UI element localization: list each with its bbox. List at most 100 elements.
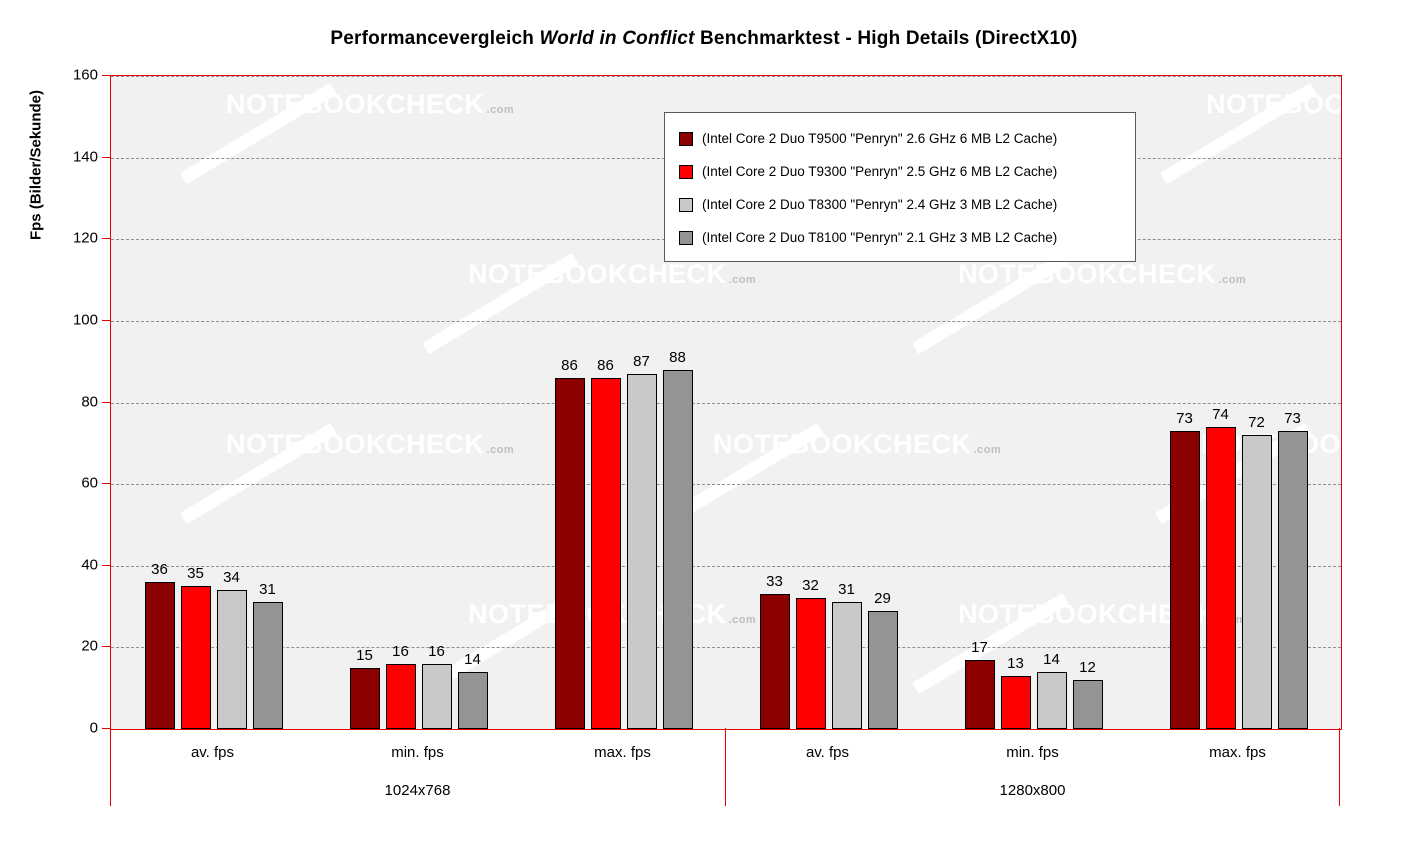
legend-label-t8300: (Intel Core 2 Duo T8300 "Penryn" 2.4 GHz…: [702, 197, 1058, 212]
watermark-text: NOTEBOOKCHECK.com: [1206, 89, 1341, 119]
y-tick-mark: [102, 646, 110, 648]
category-label: max. fps: [1209, 744, 1266, 761]
axis-separator: [725, 728, 726, 806]
bar-value-label: 14: [1043, 650, 1060, 668]
group-label: 1024x768: [384, 782, 451, 799]
legend-item: (Intel Core 2 Duo T9500 "Penryn" 2.6 GHz…: [679, 122, 1135, 155]
title-part-1: Performancevergleich: [330, 28, 540, 49]
bar: [795, 598, 826, 729]
bar-value-label: 31: [259, 581, 276, 599]
category-label: av. fps: [805, 744, 850, 761]
y-tick-label: 0: [89, 719, 98, 737]
bar-value-label: 33: [766, 573, 783, 591]
watermark-text: NOTEBOOKCHECK.com: [226, 429, 515, 459]
group-label: 1280x800: [999, 782, 1066, 799]
category-label: min. fps: [1006, 744, 1059, 761]
bar: [831, 602, 862, 729]
gridline: [111, 565, 1341, 567]
y-tick-label: 120: [72, 229, 98, 247]
bar: [1277, 431, 1308, 729]
bar: [144, 582, 175, 729]
legend-swatch-t8100: [679, 230, 693, 245]
bar: [590, 378, 621, 729]
bar-value-label: 32: [802, 577, 819, 595]
y-tick-label: 80: [81, 393, 98, 410]
watermark-text: NOTEBOOKCHECK.com: [958, 599, 1246, 630]
bar-value-label: 73: [1176, 410, 1193, 428]
y-tick-mark: [102, 238, 110, 240]
bar: [1072, 680, 1103, 729]
watermark-suffix: .com: [1218, 274, 1247, 286]
bar-value-label: 86: [597, 357, 614, 374]
legend-swatch-t9300: [679, 164, 693, 179]
legend-label-t9500: (Intel Core 2 Duo T9500 "Penryn" 2.6 GHz…: [702, 131, 1058, 146]
bar-value-label: 87: [633, 352, 650, 370]
legend-item: (Intel Core 2 Duo T9300 "Penryn" 2.5 GHz…: [679, 155, 1135, 188]
axis-separator: [110, 728, 111, 806]
y-tick-mark: [102, 483, 110, 485]
bar-value-label: 74: [1212, 405, 1229, 423]
bar-value-label: 15: [356, 646, 373, 664]
bar-value-label: 88: [669, 348, 686, 366]
category-label: max. fps: [594, 744, 651, 761]
bar-value-label: 31: [838, 581, 855, 599]
bar-value-label: 17: [971, 638, 988, 656]
bar-value-label: 29: [874, 589, 891, 607]
watermark-suffix: .com: [728, 274, 757, 286]
watermark-suffix: .com: [486, 444, 515, 456]
bar: [1036, 671, 1067, 729]
bar-value-label: 16: [428, 642, 445, 660]
axis-separator: [1339, 728, 1340, 806]
y-axis-label: Fps (Bilder/Sekunde): [27, 89, 45, 241]
legend-item: (Intel Core 2 Duo T8100 "Penryn" 2.1 GHz…: [679, 221, 1135, 254]
bar: [180, 586, 211, 729]
chart-title: Performancevergleich World in Conflict B…: [0, 28, 1408, 50]
bar-value-label: 35: [187, 565, 204, 583]
bar: [554, 378, 585, 729]
watermark-suffix: .com: [486, 104, 515, 116]
bar: [349, 667, 380, 729]
y-tick-label: 140: [72, 148, 98, 166]
watermark-text: NOTEBOOKCHECK.com: [468, 259, 757, 289]
y-tick-mark: [102, 75, 110, 76]
bar: [1205, 427, 1236, 729]
y-tick-label: 160: [72, 66, 98, 84]
bar-value-label: 86: [561, 357, 578, 374]
category-label: av. fps: [190, 744, 235, 761]
y-tick-mark: [102, 319, 110, 321]
bar-value-label: 36: [151, 561, 168, 579]
y-tick-mark: [102, 564, 110, 566]
bar: [867, 610, 898, 729]
bar: [626, 373, 657, 729]
legend-item: (Intel Core 2 Duo T8300 "Penryn" 2.4 GHz…: [679, 188, 1135, 221]
bar: [759, 594, 790, 729]
bar: [457, 671, 488, 729]
bar-value-label: 16: [392, 642, 409, 660]
title-part-3: Benchmarktest - High Details (DirectX10): [694, 28, 1078, 49]
gridline: [111, 484, 1341, 486]
category-label: min. fps: [391, 744, 444, 761]
gridline: [111, 320, 1341, 322]
bar: [252, 602, 283, 729]
bar: [385, 663, 416, 729]
gridline: [111, 402, 1341, 404]
gridline: [111, 647, 1341, 649]
y-tick-label: 60: [81, 474, 98, 492]
legend-swatch-t8300: [679, 197, 693, 212]
bar: [1241, 435, 1272, 729]
watermark-text: NOTEBOOKCHECK.com: [713, 429, 1002, 459]
bar: [216, 590, 247, 729]
watermark-text: NOTEBOOKCHECK.com: [958, 259, 1247, 289]
bar-value-label: 14: [464, 650, 481, 668]
gridline: [111, 76, 1341, 77]
bar-value-label: 73: [1284, 410, 1301, 428]
y-tick-mark: [102, 728, 110, 729]
y-tick-mark: [102, 401, 110, 403]
bar: [662, 369, 693, 729]
legend-label-t9300: (Intel Core 2 Duo T9300 "Penryn" 2.5 GHz…: [702, 164, 1058, 179]
watermark-text: NOTEBOOKCHECK.com: [226, 89, 515, 119]
bar-value-label: 13: [1007, 654, 1024, 672]
bar: [964, 659, 995, 729]
y-tick-mark: [102, 156, 110, 158]
legend-label-t8100: (Intel Core 2 Duo T8100 "Penryn" 2.1 GHz…: [702, 230, 1058, 245]
